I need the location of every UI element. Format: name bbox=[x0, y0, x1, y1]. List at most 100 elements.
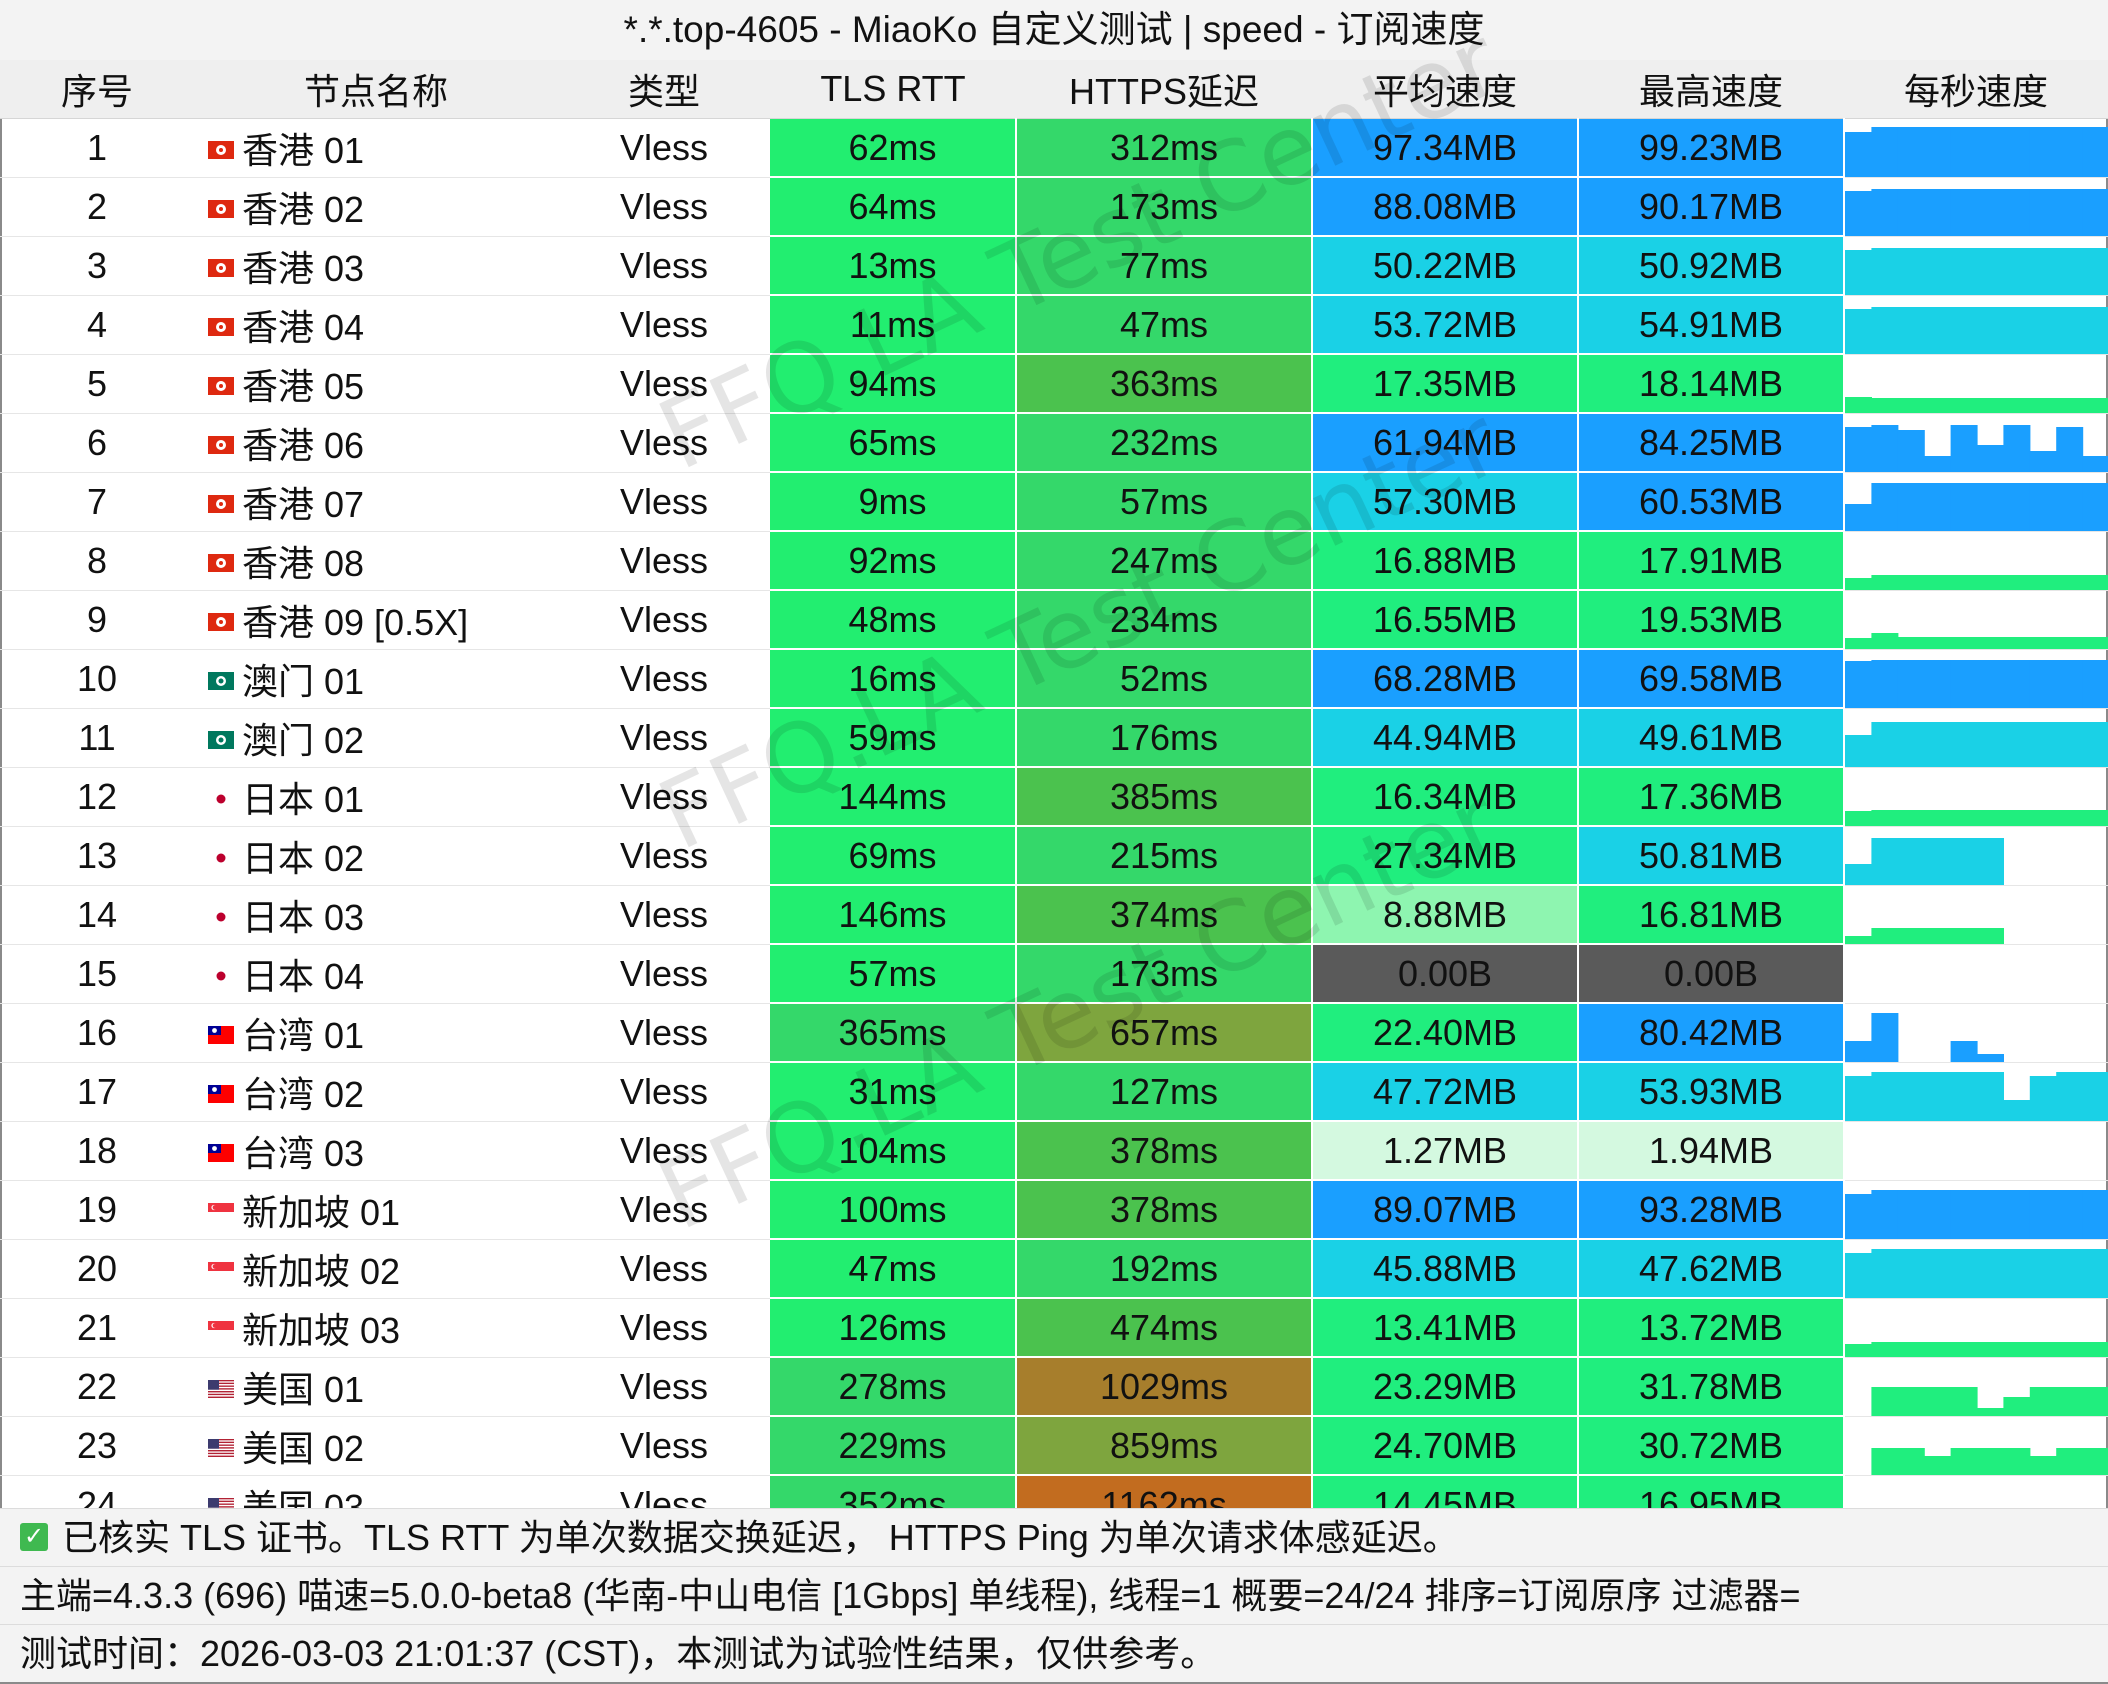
node-name-cell: 香港 09 [0.5X] bbox=[194, 590, 558, 650]
table-row[interactable]: 11 澳门 02 Vless 59ms 176ms 44.94MB 49.61MB bbox=[0, 708, 2108, 768]
table-row[interactable]: 2 香港 02 Vless 64ms 173ms 88.08MB 90.17MB bbox=[0, 177, 2108, 237]
sparkline-bar bbox=[1897, 397, 1925, 412]
tls-rtt-cell: 47ms bbox=[770, 1239, 1017, 1299]
table-row[interactable]: 4 香港 04 Vless 11ms 47ms 53.72MB 54.91MB bbox=[0, 295, 2108, 355]
sparkline-bar bbox=[1871, 1012, 1899, 1061]
row-index: 10 bbox=[0, 649, 194, 709]
sparkline-bar bbox=[1950, 927, 1978, 943]
table-row[interactable]: 3 香港 03 Vless 13ms 77ms 50.22MB 50.92MB bbox=[0, 236, 2108, 296]
sparkline-bar bbox=[1977, 1407, 2004, 1415]
node-name: 台湾 02 bbox=[242, 1073, 365, 1115]
sparkline-bar bbox=[2029, 188, 2057, 235]
table-row[interactable]: 13 日本 02 Vless 69ms 215ms 27.34MB 50.81MB bbox=[0, 826, 2108, 886]
sparkline-bar bbox=[2029, 397, 2057, 412]
table-row[interactable]: 16 台湾 01 Vless 365ms 657ms 22.40MB 80.42MB bbox=[0, 1003, 2108, 1063]
table-row[interactable]: 15 日本 04 Vless 57ms 173ms 0.00B 0.00B bbox=[0, 944, 2108, 1004]
sparkline-bar bbox=[1950, 424, 1978, 471]
table-row[interactable]: 14 日本 03 Vless 146ms 374ms 8.88MB 16.81MB bbox=[0, 885, 2108, 945]
tls-rtt-cell: 144ms bbox=[770, 767, 1017, 827]
table-row[interactable]: 8 香港 08 Vless 92ms 247ms 16.88MB 17.91MB bbox=[0, 531, 2108, 591]
sparkline-bar bbox=[1950, 1040, 1978, 1061]
sparkline-bar bbox=[1871, 424, 1899, 471]
protocol-type: Vless bbox=[558, 236, 770, 296]
table-row[interactable]: 12 日本 01 Vless 144ms 385ms 16.34MB 17.36MB bbox=[0, 767, 2108, 827]
table-row[interactable]: 6 香港 06 Vless 65ms 232ms 61.94MB 84.25MB bbox=[0, 413, 2108, 473]
sparkline-bar bbox=[2003, 659, 2031, 707]
protocol-type: Vless bbox=[558, 1298, 770, 1358]
table-row[interactable]: 1 香港 01 Vless 62ms 312ms 97.34MB 99.23MB bbox=[0, 118, 2108, 178]
sparkline-bar bbox=[1950, 721, 1978, 766]
https-latency-cell: 374ms bbox=[1016, 885, 1313, 945]
sparkline-bar bbox=[1950, 1341, 1978, 1356]
sparkline-bar bbox=[1977, 397, 2004, 412]
table-row[interactable]: 10 澳门 01 Vless 16ms 52ms 68.28MB 69.58MB bbox=[0, 649, 2108, 709]
header-https-latency[interactable]: HTTPS延迟 bbox=[1016, 60, 1312, 119]
node-name-cell: 香港 07 bbox=[194, 472, 558, 532]
tls-rtt-cell: 65ms bbox=[770, 413, 1017, 473]
header-max-speed[interactable]: 最高速度 bbox=[1578, 60, 1844, 119]
sparkline-bar bbox=[1950, 574, 1978, 589]
table-row[interactable]: 20 新加坡 02 Vless 47ms 192ms 45.88MB 47.62MB bbox=[0, 1239, 2108, 1299]
sparkline-bar bbox=[1977, 1447, 2004, 1474]
sparkline-bar bbox=[2056, 721, 2084, 766]
table-row[interactable]: 17 台湾 02 Vless 31ms 127ms 47.72MB 53.93MB bbox=[0, 1062, 2108, 1122]
max-speed-cell: 0.00B bbox=[1578, 944, 1845, 1004]
avg-speed-cell: 22.40MB bbox=[1312, 1003, 1579, 1063]
sparkline-bar bbox=[2082, 455, 2108, 471]
sparkline-bar bbox=[1924, 837, 1952, 884]
node-name-cell: 香港 01 bbox=[194, 118, 558, 178]
sparkline-bar bbox=[2029, 306, 2057, 353]
avg-speed-cell: 24.70MB bbox=[1312, 1416, 1579, 1476]
header-per-second-speed[interactable]: 每秒速度 bbox=[1844, 60, 2108, 119]
tls-rtt-cell: 100ms bbox=[770, 1180, 1017, 1240]
sparkline-bar bbox=[2029, 574, 2057, 589]
header-node-name[interactable]: 节点名称 bbox=[194, 60, 558, 119]
per-second-speed-cell bbox=[1844, 649, 2108, 709]
sparkline-bar bbox=[1950, 809, 1978, 825]
sparkline-bar bbox=[2056, 1248, 2084, 1297]
max-speed-cell: 16.81MB bbox=[1578, 885, 1845, 945]
avg-speed-cell: 44.94MB bbox=[1312, 708, 1579, 768]
sparkline-bar bbox=[1871, 809, 1899, 825]
avg-speed-cell: 47.72MB bbox=[1312, 1062, 1579, 1122]
node-name: 澳门 02 bbox=[242, 719, 365, 761]
sparkline-bar bbox=[2056, 188, 2084, 235]
row-index: 15 bbox=[0, 944, 194, 1004]
avg-speed-cell: 53.72MB bbox=[1312, 295, 1579, 355]
protocol-type: Vless bbox=[558, 767, 770, 827]
sparkline-bar bbox=[1897, 837, 1925, 884]
sparkline-bar bbox=[2082, 482, 2108, 530]
sparkline-bar bbox=[2056, 397, 2084, 412]
header-avg-speed[interactable]: 平均速度 bbox=[1312, 60, 1578, 119]
sparkline-bar bbox=[1950, 306, 1978, 353]
max-speed-cell: 30.72MB bbox=[1578, 1416, 1845, 1476]
row-index: 18 bbox=[0, 1121, 194, 1181]
table-header-row: 序号 节点名称 类型 TLS RTT HTTPS延迟 平均速度 最高速度 每秒速… bbox=[0, 60, 2108, 119]
sparkline-bar bbox=[1871, 397, 1899, 412]
table-row[interactable]: 19 新加坡 01 Vless 100ms 378ms 89.07MB 93.28MB bbox=[0, 1180, 2108, 1240]
sparkline-bar bbox=[2082, 1071, 2108, 1120]
node-name: 日本 03 bbox=[242, 896, 365, 938]
node-name: 香港 01 bbox=[242, 129, 365, 171]
table-row[interactable]: 22 美国 01 Vless 278ms 1029ms 23.29MB 31.78MB bbox=[0, 1357, 2108, 1417]
table-row[interactable]: 9 香港 09 [0.5X] Vless 48ms 234ms 16.55MB 19.53M… bbox=[0, 590, 2108, 650]
sparkline-bar bbox=[1897, 247, 1925, 294]
node-name-cell: 新加坡 02 bbox=[194, 1239, 558, 1299]
table-body: 1 香港 01 Vless 62ms 312ms 97.34MB 99.23MB 2 香港 02… bbox=[0, 118, 2108, 1535]
header-type[interactable]: 类型 bbox=[558, 60, 770, 119]
table-row[interactable]: 5 香港 05 Vless 94ms 363ms 17.35MB 18.14MB bbox=[0, 354, 2108, 414]
https-latency-cell: 378ms bbox=[1016, 1180, 1313, 1240]
header-tls-rtt[interactable]: TLS RTT bbox=[770, 60, 1016, 119]
table-row[interactable]: 18 台湾 03 Vless 104ms 378ms 1.27MB 1.94MB bbox=[0, 1121, 2108, 1181]
sparkline-bar bbox=[1845, 426, 1872, 471]
sparkline-bar bbox=[1845, 190, 1872, 235]
table-row[interactable]: 23 美国 02 Vless 229ms 859ms 24.70MB 30.72MB bbox=[0, 1416, 2108, 1476]
sparkline-bar bbox=[1871, 837, 1899, 884]
node-name-cell: 香港 03 bbox=[194, 236, 558, 296]
hk-flag-icon bbox=[208, 553, 234, 572]
max-speed-cell: 1.94MB bbox=[1578, 1121, 1845, 1181]
checkbox-checked-icon: ✓ bbox=[20, 1523, 48, 1552]
header-index[interactable]: 序号 bbox=[0, 60, 194, 119]
table-row[interactable]: 7 香港 07 Vless 9ms 57ms 57.30MB 60.53MB bbox=[0, 472, 2108, 532]
table-row[interactable]: 21 新加坡 03 Vless 126ms 474ms 13.41MB 13.72MB bbox=[0, 1298, 2108, 1358]
